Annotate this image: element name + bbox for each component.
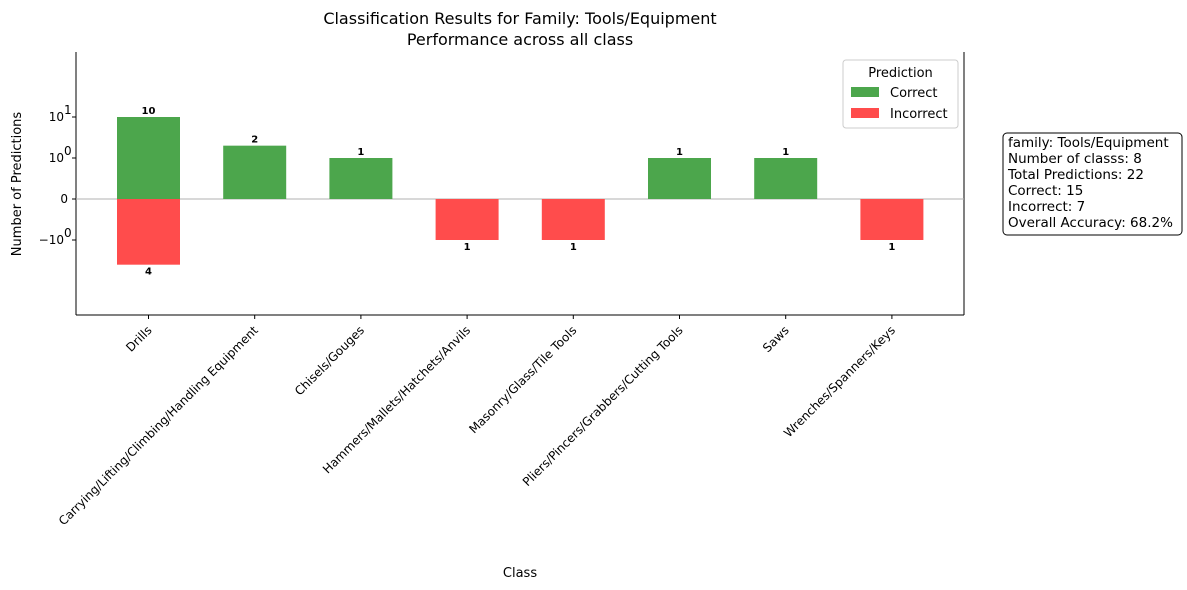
legend-label-correct: Correct — [890, 86, 937, 101]
stats-line: Overall Accuracy: 68.2% — [1008, 215, 1173, 231]
y-tick-exponent: 1 — [64, 103, 72, 117]
x-axis-label: Class — [503, 566, 537, 581]
y-tick-exponent: 0 — [64, 144, 72, 158]
bar-value-label: 2 — [251, 135, 258, 146]
bar-value-label: 1 — [888, 242, 895, 253]
bar-value-label: 1 — [464, 242, 471, 253]
bar-correct — [223, 145, 287, 199]
stats-line: Number of classs: 8 — [1008, 151, 1142, 167]
bar-incorrect — [541, 199, 605, 240]
legend: Prediction Correct Incorrect — [842, 59, 959, 129]
bar-value-label: 1 — [782, 147, 789, 158]
stats-line: Correct: 15 — [1008, 183, 1083, 199]
bar-incorrect — [435, 199, 499, 240]
bar-incorrect — [117, 199, 180, 265]
stats-line: Incorrect: 7 — [1008, 199, 1085, 215]
chart-title: Classification Results for Family: Tools… — [323, 9, 716, 28]
y-tick-label: 0 — [60, 192, 68, 206]
stats-box: family: Tools/Equipment Number of classs… — [1002, 132, 1183, 236]
x-tick-label: Carrying/Lifting/Climbing/Handling Equip… — [56, 323, 261, 528]
x-tick-label: Drills — [123, 323, 154, 354]
x-tick-label: Masonry/Glass/Tile Tools — [466, 323, 579, 436]
chart-subtitle: Performance across all class — [407, 30, 633, 49]
plot-area: 10 110 00−10 0104Drills2Carrying/Lifting/Cl… — [39, 52, 965, 528]
y-tick-exponent: 0 — [64, 226, 72, 240]
bar-correct — [117, 117, 180, 199]
stats-box-frame — [1002, 132, 1183, 236]
legend-title: Prediction — [868, 66, 933, 81]
y-tick-label: 10 — [49, 110, 64, 124]
legend-label-incorrect: Incorrect — [890, 107, 948, 122]
stats-line: Total Predictions: 22 — [1007, 167, 1144, 183]
y-axis-label: Number of Predictions — [10, 112, 25, 257]
bar-value-label: 1 — [676, 147, 683, 158]
stats-line: family: Tools/Equipment — [1008, 135, 1169, 151]
x-tick-label: Saws — [760, 323, 792, 355]
bar-value-label: 1 — [357, 147, 364, 158]
bar-value-label: 1 — [570, 242, 577, 253]
legend-swatch-correct — [851, 87, 879, 97]
y-tick-label: −10 — [39, 233, 64, 247]
legend-swatch-incorrect — [851, 108, 879, 118]
x-tick-label: Wrenches/Spanners/Keys — [781, 323, 898, 440]
bar-correct — [329, 158, 393, 199]
bar-incorrect — [860, 199, 924, 240]
y-tick-label: 10 — [49, 151, 64, 165]
bar-value-label: 10 — [142, 106, 156, 117]
bar-correct — [754, 158, 818, 199]
bar-correct — [648, 158, 711, 199]
bar-value-label: 4 — [145, 267, 152, 278]
x-tick-label: Chisels/Gouges — [292, 323, 367, 398]
